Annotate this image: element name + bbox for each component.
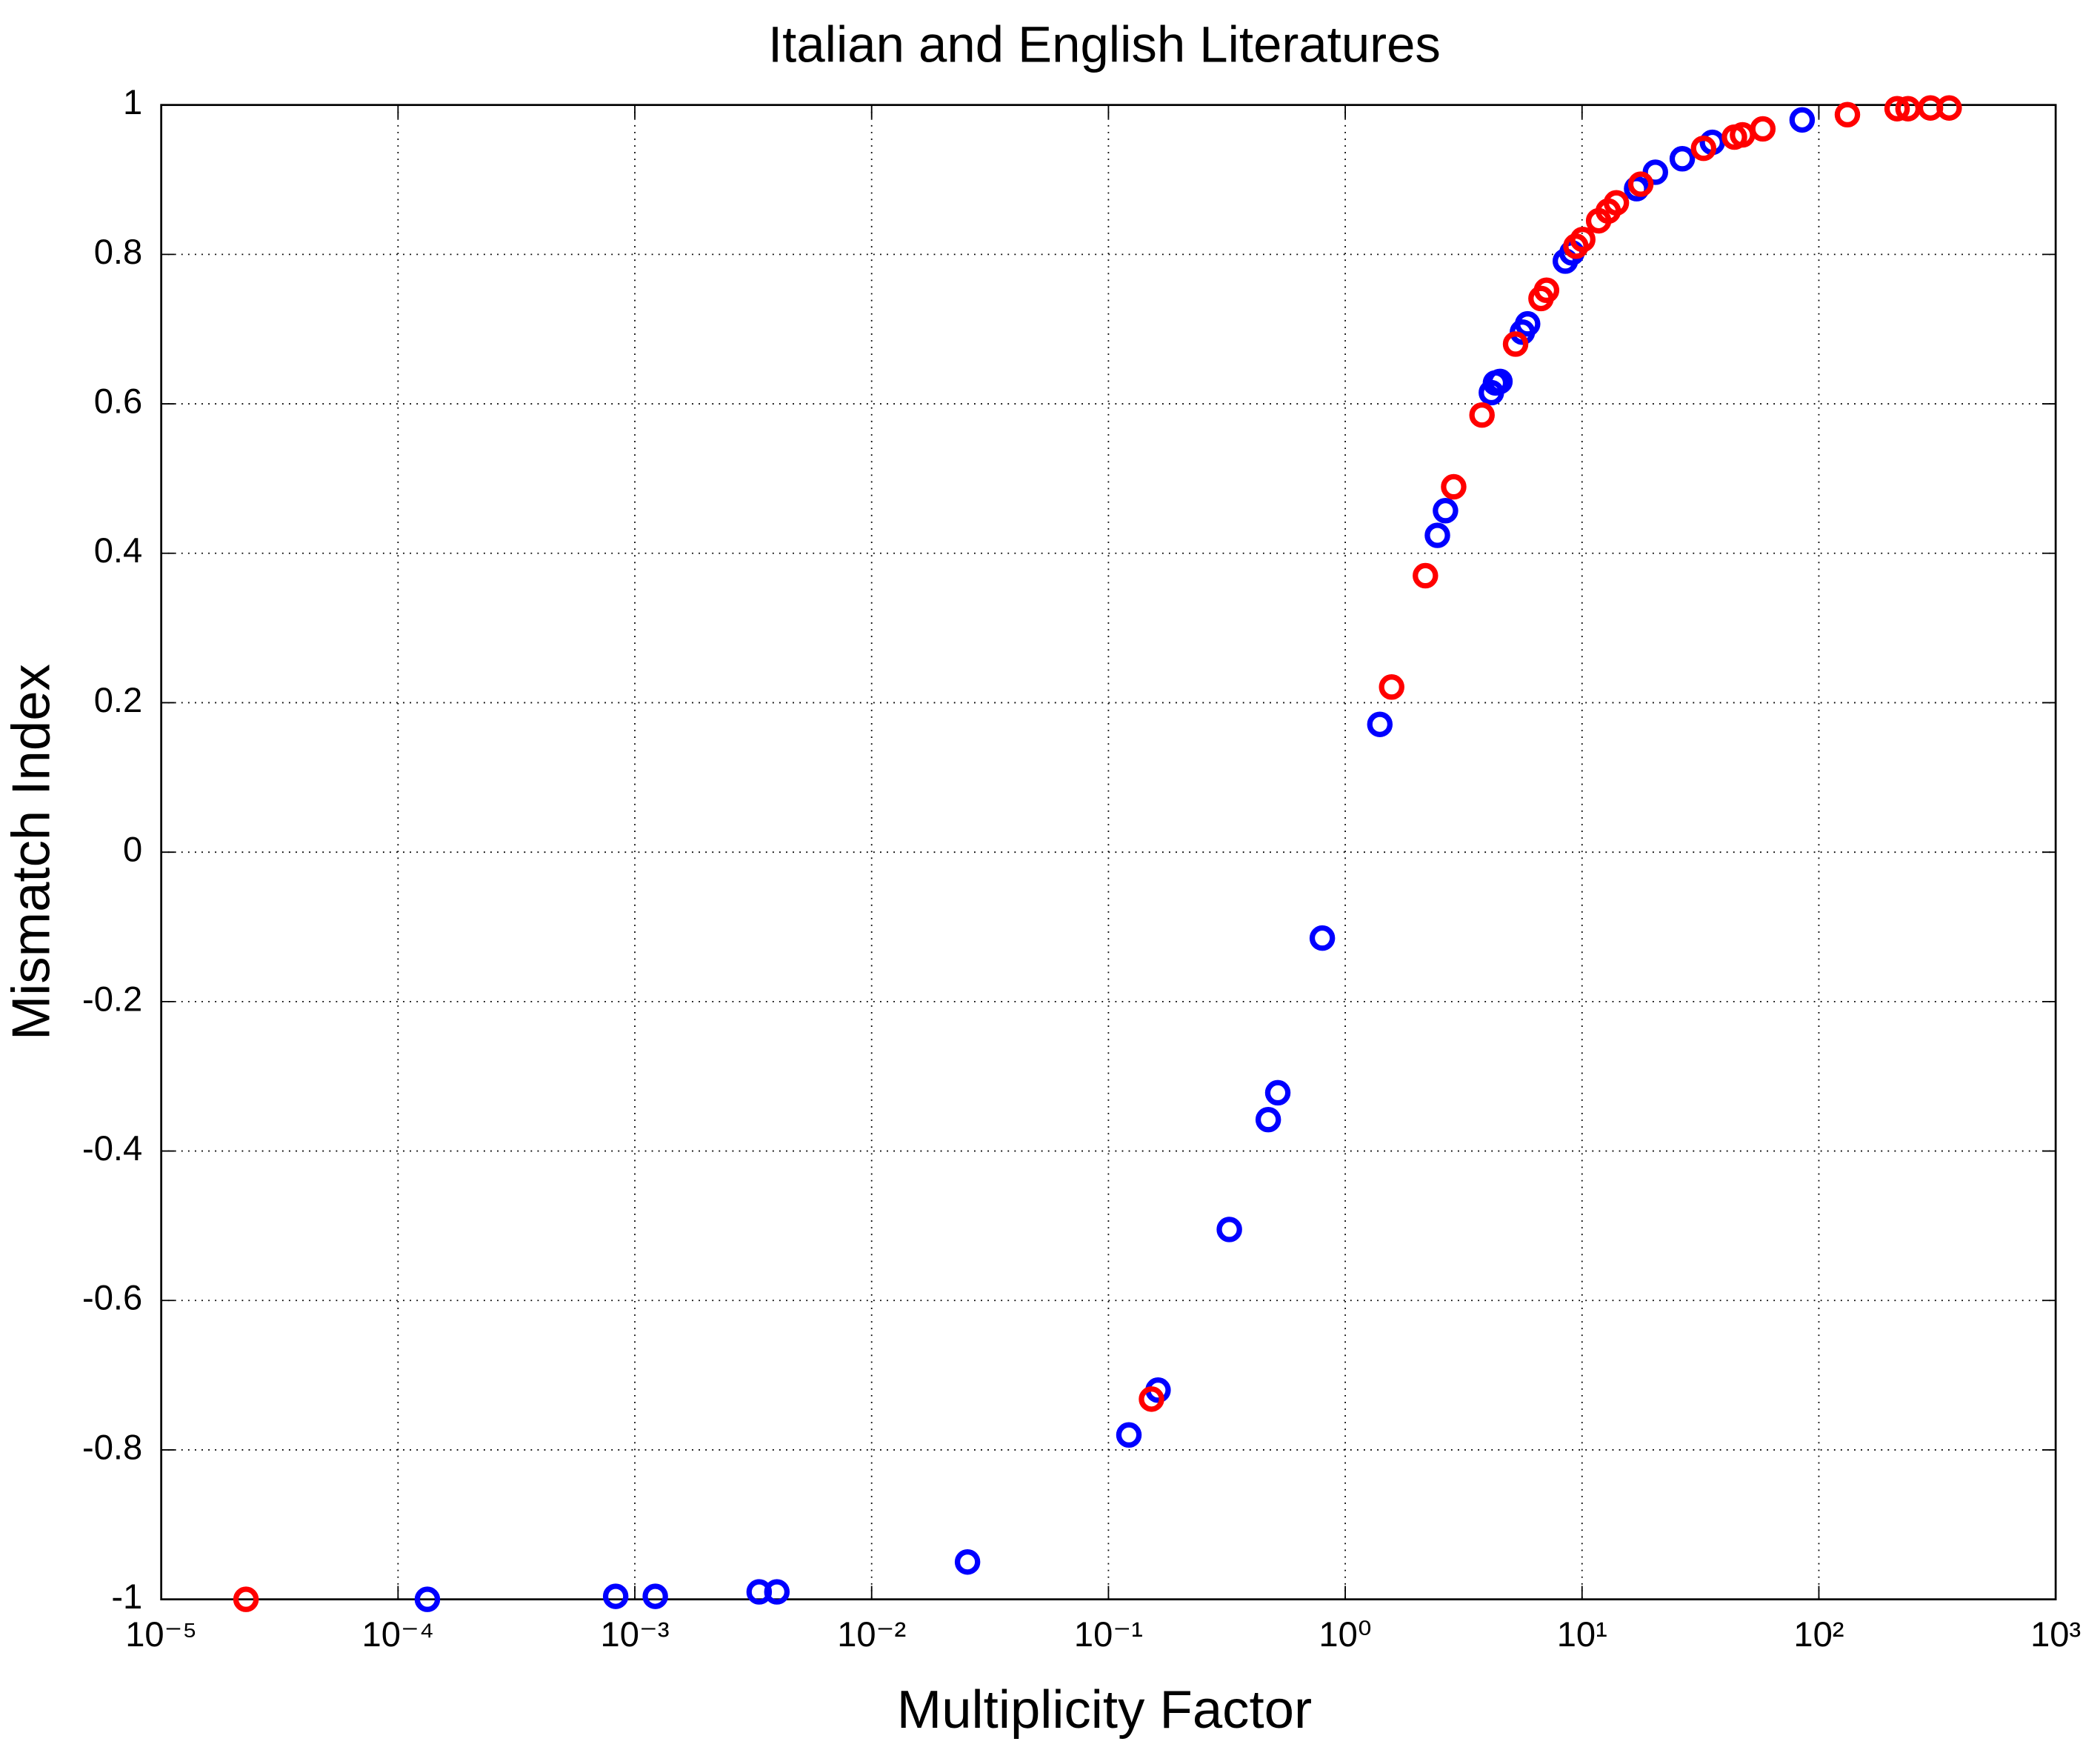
point [414,1586,441,1612]
point [1309,925,1336,951]
point [1424,522,1450,548]
point [1515,310,1541,337]
point [642,1583,668,1609]
y-tick-label: 0.6 [94,382,143,421]
point [1690,135,1717,162]
point [1669,146,1696,172]
point [764,1579,790,1605]
x-tick-label: 10⁻¹ [1074,1614,1143,1654]
point [1750,116,1776,142]
x-axis-label: Multiplicity Factor [897,1680,1312,1740]
y-tick-label: 0.4 [94,530,143,570]
x-tick-label: 10³ [2030,1614,2081,1654]
point [1433,498,1459,524]
x-tick-label: 10⁻⁵ [125,1614,197,1654]
y-tick-label: -0.6 [82,1278,142,1317]
y-tick-label: 0 [123,830,142,869]
y-tick-label: 1 [123,82,142,122]
y-tick-label: 0.8 [94,232,143,271]
point [602,1583,629,1609]
point [1789,107,1816,133]
x-tick-label: 10¹ [1557,1614,1607,1654]
point [1603,190,1630,216]
point [954,1548,981,1575]
chart-title: Italian and English Literatures [768,16,1441,73]
x-tick-label: 10² [1793,1614,1844,1654]
y-tick-label: 0.2 [94,680,143,719]
point [1264,1079,1291,1106]
point [1139,1386,1164,1412]
point [1627,171,1654,197]
point [1413,562,1439,589]
point [1255,1106,1281,1133]
x-tick-label: 10⁻² [837,1614,906,1654]
point [233,1586,259,1612]
point [1570,226,1596,253]
point [1469,402,1495,428]
x-tick-label: 10⁻⁴ [362,1614,435,1654]
point [1367,711,1393,737]
y-tick-label: -0.2 [82,979,142,1018]
point [1116,1422,1142,1448]
point [1379,674,1404,700]
point [1936,95,1962,121]
point [1834,102,1861,128]
point [1487,368,1513,395]
y-axis-label: Mismatch Index [1,664,61,1040]
point [1884,96,1910,122]
point [1216,1217,1242,1242]
point [1441,473,1467,500]
y-tick-label: -0.8 [82,1427,142,1466]
x-tick-label: 10⁻³ [601,1614,670,1654]
plot-frame [160,104,2057,1601]
point [1533,277,1560,304]
point [1642,159,1668,185]
point [1502,331,1529,357]
y-tick-label: -0.4 [82,1128,142,1168]
x-tick-label: 10⁰ [1319,1614,1371,1654]
y-tick-label: -1 [111,1577,142,1616]
